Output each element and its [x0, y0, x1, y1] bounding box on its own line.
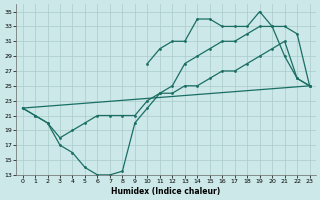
X-axis label: Humidex (Indice chaleur): Humidex (Indice chaleur) [111, 187, 221, 196]
